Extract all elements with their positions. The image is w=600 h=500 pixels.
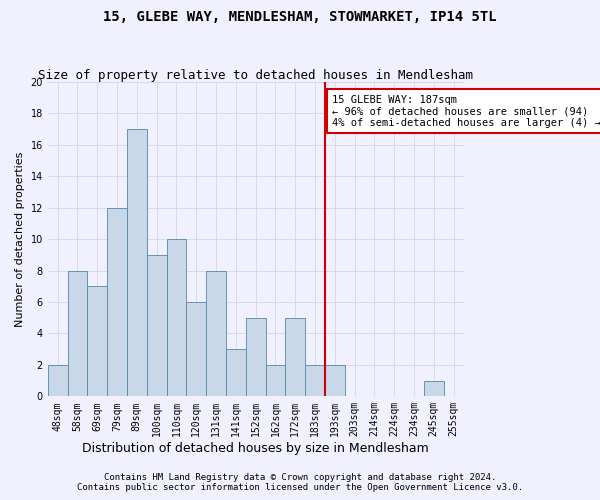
Bar <box>206 270 226 396</box>
Bar <box>127 129 147 396</box>
Y-axis label: Number of detached properties: Number of detached properties <box>15 152 25 327</box>
Title: Size of property relative to detached houses in Mendlesham: Size of property relative to detached ho… <box>38 69 473 82</box>
Bar <box>286 318 305 396</box>
Bar <box>305 365 325 396</box>
Text: Contains HM Land Registry data © Crown copyright and database right 2024.
Contai: Contains HM Land Registry data © Crown c… <box>77 473 523 492</box>
Bar <box>246 318 266 396</box>
Bar <box>187 302 206 396</box>
Text: 15, GLEBE WAY, MENDLESHAM, STOWMARKET, IP14 5TL: 15, GLEBE WAY, MENDLESHAM, STOWMARKET, I… <box>103 10 497 24</box>
Bar <box>147 255 167 396</box>
Text: 15 GLEBE WAY: 187sqm
← 96% of detached houses are smaller (94)
4% of semi-detach: 15 GLEBE WAY: 187sqm ← 96% of detached h… <box>332 94 600 128</box>
Bar <box>266 365 286 396</box>
Bar <box>88 286 107 397</box>
Bar <box>48 365 68 396</box>
Bar <box>226 349 246 397</box>
Bar <box>107 208 127 396</box>
Bar <box>424 380 444 396</box>
Bar <box>68 270 88 396</box>
Bar <box>325 365 345 396</box>
Bar <box>167 239 187 396</box>
X-axis label: Distribution of detached houses by size in Mendlesham: Distribution of detached houses by size … <box>82 442 429 455</box>
